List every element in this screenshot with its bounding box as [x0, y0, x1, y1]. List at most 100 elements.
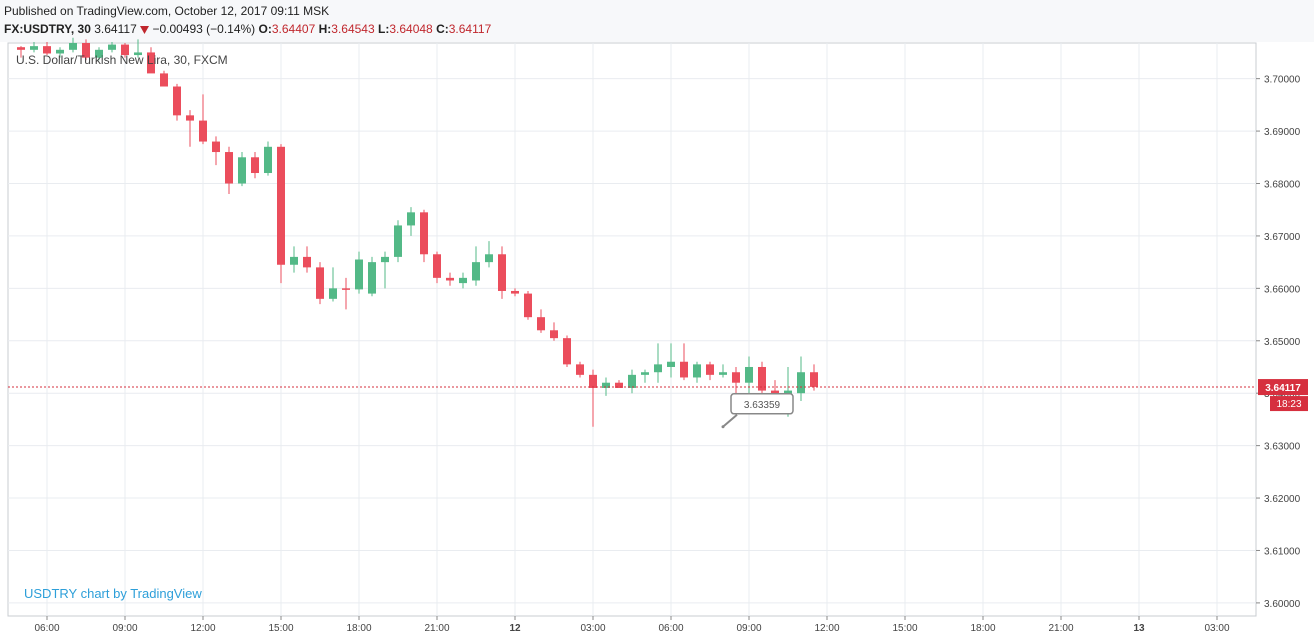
candle-body [563, 338, 571, 365]
x-tick-label: 03:00 [1204, 623, 1229, 634]
candle [628, 369, 636, 394]
candle-body [95, 49, 103, 58]
candle-body [264, 146, 272, 174]
candle [511, 288, 519, 297]
candle [719, 364, 727, 378]
candle [537, 309, 545, 333]
candle-body [199, 120, 207, 142]
x-tick-label: 18:00 [346, 623, 371, 634]
x-tick-label: 06:00 [658, 623, 683, 634]
candle-body [186, 115, 194, 121]
candle-body [355, 259, 363, 290]
x-tick-label: 06:00 [34, 623, 59, 634]
open-label: O: [258, 22, 272, 36]
candle [680, 343, 688, 381]
candle [160, 70, 168, 87]
candle-body [706, 364, 714, 375]
candle [654, 343, 662, 383]
countdown-label: 18:23 [1276, 399, 1301, 410]
candle-body [173, 86, 181, 116]
candle-body [446, 277, 454, 281]
y-tick-label: 3.60000 [1264, 599, 1301, 610]
candle-body [667, 361, 675, 367]
candle-body [238, 157, 246, 184]
candle-body [212, 141, 220, 153]
candle [121, 43, 129, 58]
candle [147, 47, 155, 74]
candle [368, 256, 376, 297]
watermark-link[interactable]: USDTRY chart by TradingView [24, 586, 202, 601]
high-value: 3.64543 [331, 22, 375, 36]
candle [693, 361, 701, 383]
candle-body [602, 382, 610, 388]
close-label: C: [436, 22, 449, 36]
candle [329, 267, 337, 302]
candle [420, 209, 428, 263]
chart-header: Published on TradingView.com, October 12… [0, 0, 1314, 42]
candle [563, 335, 571, 367]
candle-body [511, 290, 519, 294]
candle [277, 144, 285, 284]
last-price: 3.64117 [94, 22, 137, 36]
x-tick-label: 21:00 [1048, 623, 1073, 634]
candle-body [550, 330, 558, 339]
candle [56, 47, 64, 58]
last-price-label: 3.64117 [1265, 383, 1301, 394]
x-tick-label: 18:00 [970, 623, 995, 634]
candle-body [433, 254, 441, 278]
candle-body [420, 212, 428, 255]
candle [290, 246, 298, 273]
candle-body [758, 366, 766, 391]
candle-body [485, 254, 493, 263]
candle-body [147, 52, 155, 74]
candle [199, 94, 207, 145]
x-tick-label: 03:00 [580, 623, 605, 634]
symbol-label[interactable]: FX:USDTRY, 30 [4, 22, 91, 36]
y-tick-label: 3.70000 [1264, 75, 1301, 86]
candle-body [745, 366, 753, 383]
candle-body [121, 44, 129, 56]
candle-body [394, 225, 402, 257]
x-tick-label: 15:00 [892, 623, 917, 634]
candle [381, 251, 389, 289]
candle-body [693, 364, 701, 378]
down-triangle-icon [140, 25, 150, 34]
candle [134, 39, 142, 58]
x-tick-label: 09:00 [112, 623, 137, 634]
y-tick-label: 3.69000 [1264, 127, 1301, 138]
candle [238, 152, 246, 187]
candle-body [732, 372, 740, 383]
candle [667, 343, 675, 378]
candle-body [108, 44, 116, 50]
candle-body [719, 372, 727, 375]
candle-body [654, 364, 662, 373]
x-tick-label: 21:00 [424, 623, 449, 634]
candle-body [615, 382, 623, 388]
candle [641, 369, 649, 383]
candle [706, 361, 714, 381]
candle [433, 251, 441, 284]
candle-body [524, 293, 532, 318]
candle [251, 152, 259, 179]
candle [745, 356, 753, 396]
candle [524, 290, 532, 320]
y-tick-label: 3.63000 [1264, 442, 1301, 453]
low-annotation-label: 3.63359 [744, 400, 781, 411]
y-tick-label: 3.62000 [1264, 494, 1301, 505]
candle-body [407, 212, 415, 226]
candle-body [810, 372, 818, 387]
candle-body [797, 372, 805, 394]
x-tick-label: 12:00 [814, 623, 839, 634]
published-line: Published on TradingView.com, October 12… [4, 4, 330, 18]
candle [225, 146, 233, 194]
symbol-quote-line: FX:USDTRY, 30 3.64117 −0.00493 (−0.14%) … [4, 22, 491, 36]
y-tick-label: 3.61000 [1264, 546, 1301, 557]
candle-body [472, 262, 480, 281]
price-change: −0.00493 (−0.14%) [152, 22, 256, 36]
low-annotation-pointer [722, 414, 738, 428]
candle [212, 136, 220, 166]
candle-body [641, 372, 649, 375]
candle-body [251, 157, 259, 174]
y-tick-label: 3.67000 [1264, 232, 1301, 243]
